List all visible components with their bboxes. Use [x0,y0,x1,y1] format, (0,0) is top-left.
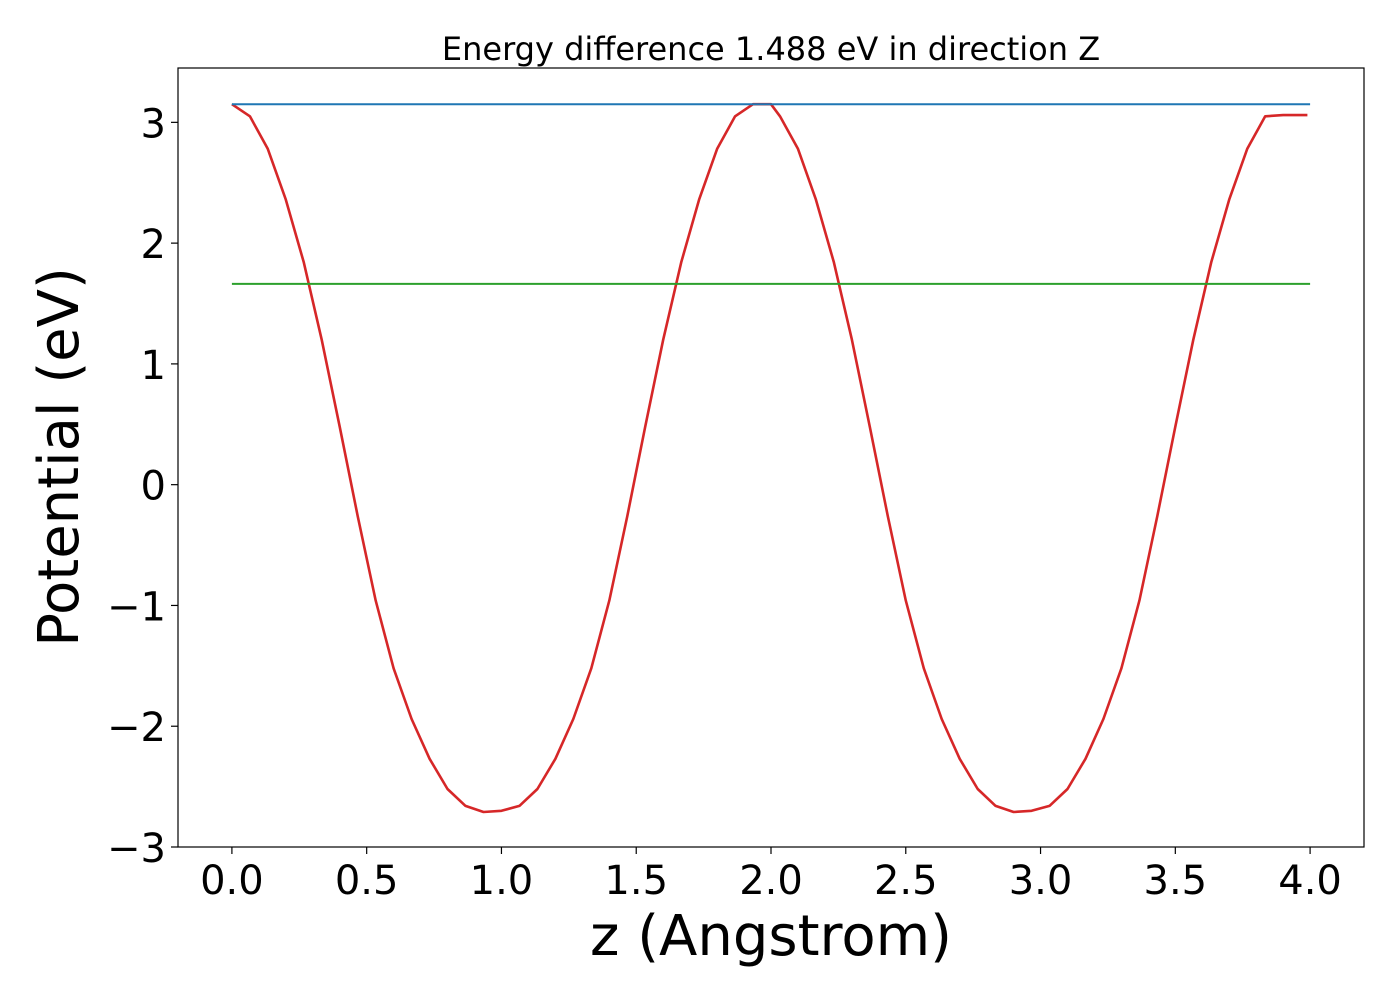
y-tick-label: 1 [141,343,166,389]
y-tick-label: −1 [107,584,166,630]
y-tick-label: 0 [141,464,166,510]
x-tick-label: 1.5 [604,858,668,904]
y-tick-label: 3 [141,101,166,147]
x-axis-ticks: 0.0 0.5 1.0 1.5 2.0 2.5 3.0 3.5 4.0 [200,847,1342,904]
x-tick-label: 4.0 [1278,858,1342,904]
y-axis-label: Potential (eV) [27,267,92,647]
y-tick-label: −2 [107,705,166,751]
x-tick-label: 2.0 [739,858,803,904]
x-tick-label: 0.5 [335,858,399,904]
potential-curve-line [231,102,1308,814]
x-tick-label: 3.0 [1009,858,1073,904]
chart-title: Energy difference 1.488 eV in direction … [442,30,1100,68]
x-tick-label: 3.5 [1144,858,1208,904]
plot-lines [231,102,1311,814]
y-axis-ticks: −3 −2 −1 0 1 2 3 [107,101,178,872]
y-tick-label: −3 [107,826,166,872]
x-tick-label: 2.5 [874,858,938,904]
x-tick-label: 1.0 [470,858,534,904]
x-tick-label: 0.0 [200,858,264,904]
x-axis-label: z (Angstrom) [590,904,952,969]
y-tick-label: 2 [141,222,166,268]
plot-area-frame [177,67,1365,848]
